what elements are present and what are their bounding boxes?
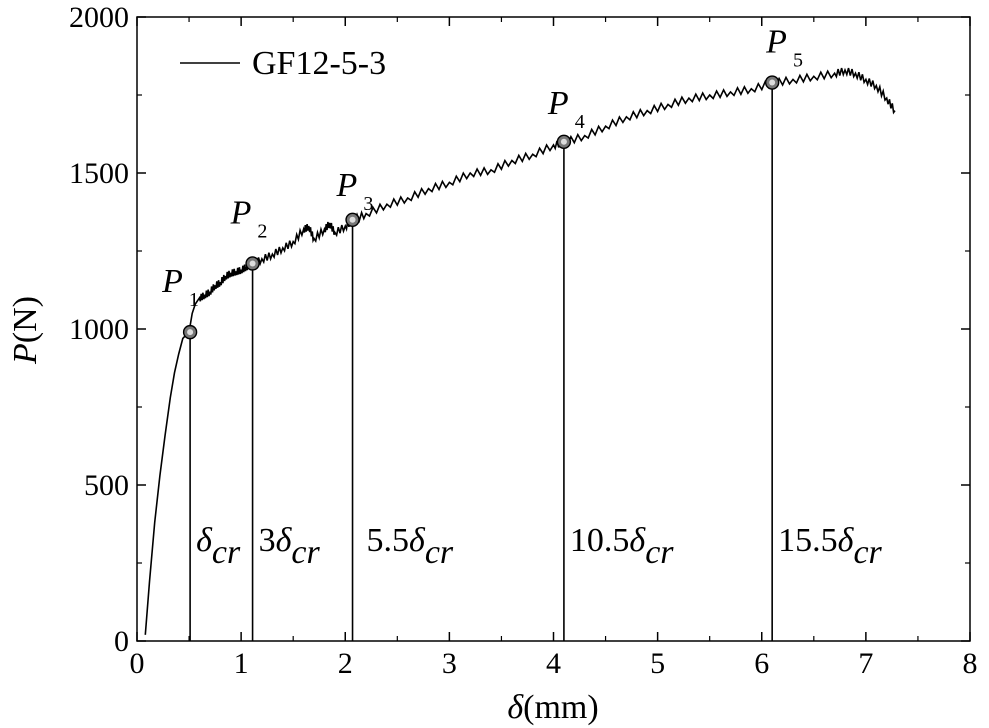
x-tick-label: 4	[546, 647, 561, 680]
point-marker-highlight	[187, 329, 194, 336]
x-tick-label: 6	[754, 647, 769, 680]
y-tick-label: 2000	[69, 1, 129, 34]
delta-annotations: δcr 3δcr 5.5δcr 10.5δcr 15.5δcr	[196, 522, 882, 571]
legend-label: GF12-5-3	[252, 45, 386, 82]
x-tick-label: 7	[858, 647, 873, 680]
point-marker-highlight	[349, 216, 356, 223]
x-tick-label: 1	[234, 647, 249, 680]
x-tick-label: 2	[338, 647, 353, 680]
delta-cr-annotation: 5.5δcr	[367, 522, 454, 571]
axis-ticks: 0 1 2 3 4 5 6 7 8 0 500 1000 1500 2000	[69, 1, 978, 680]
legend: GF12-5-3	[180, 45, 386, 82]
x-axis-label: δ(mm)	[507, 689, 598, 726]
point-marker-highlight	[769, 79, 776, 86]
x-tick-label: 3	[442, 647, 457, 680]
x-tick-label: 5	[650, 647, 665, 680]
drop-lines	[189, 82, 773, 641]
y-tick-label: 1000	[69, 313, 129, 346]
delta-cr-annotation: 15.5δcr	[778, 522, 882, 571]
point-label: P5	[765, 24, 803, 72]
y-tick-label: 500	[84, 469, 129, 502]
y-tick-label: 0	[114, 625, 129, 658]
y-tick-label: 1500	[69, 157, 129, 190]
y-axis-label: P(N)	[7, 296, 44, 365]
point-marker-highlight	[560, 138, 567, 145]
point-markers: P 1 P 2 P 3 P 4 P5	[161, 24, 803, 340]
x-tick-label: 8	[963, 647, 978, 680]
delta-cr-annotation: 10.5δcr	[570, 522, 674, 571]
x-tick-label: 0	[130, 647, 145, 680]
point-marker-highlight	[249, 260, 256, 267]
delta-cr-annotation: δcr	[196, 522, 241, 571]
delta-cr-annotation: 3δcr	[259, 522, 321, 571]
